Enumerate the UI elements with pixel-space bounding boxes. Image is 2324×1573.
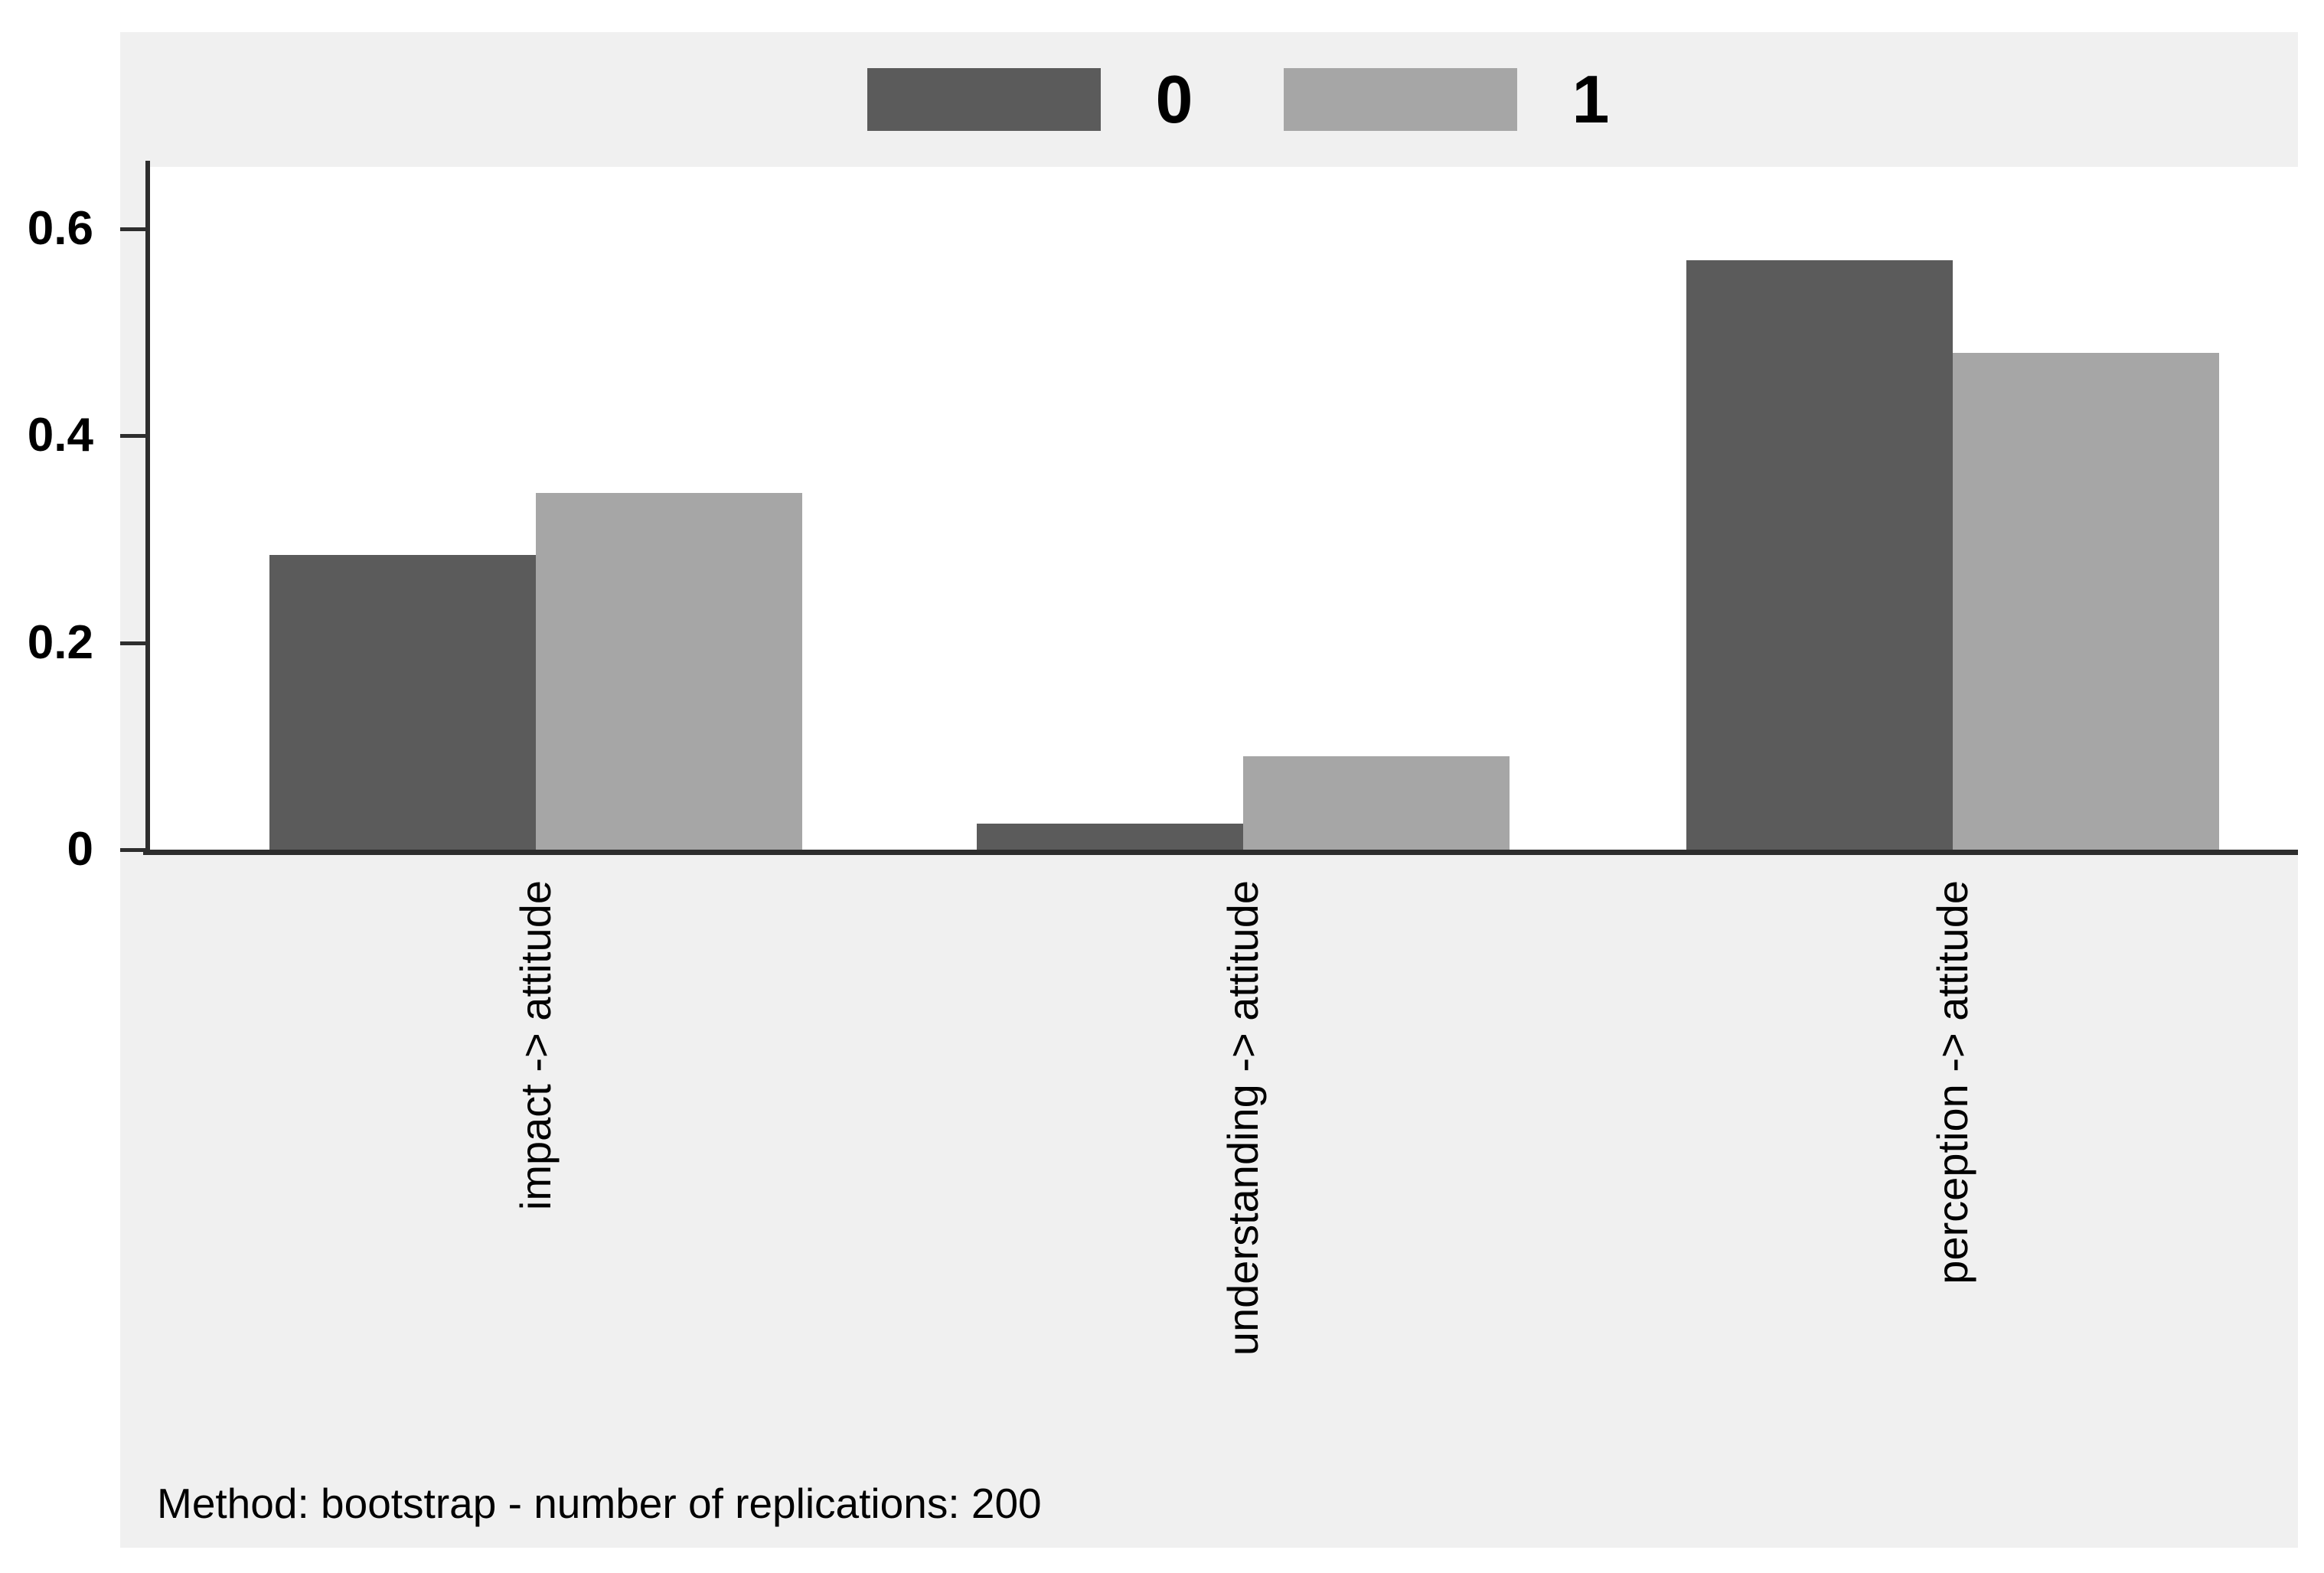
bar-series-0-2 xyxy=(977,824,1244,850)
y-tick-mark xyxy=(120,641,148,645)
legend-swatch xyxy=(867,68,1101,131)
bar-series-1-3 xyxy=(1952,353,2219,850)
x-category-label: impact -> attitude xyxy=(511,880,560,1211)
bar-series-1-2 xyxy=(1243,756,1510,850)
y-tick-label: 0.6 xyxy=(27,202,93,256)
bar-series-1-1 xyxy=(536,492,803,850)
y-tick-mark xyxy=(120,434,148,439)
y-tick-label: 0 xyxy=(67,823,93,876)
chart-note: Method: bootstrap - number of replicatio… xyxy=(157,1480,1042,1527)
y-tick-mark xyxy=(120,848,148,852)
legend-label: 0 xyxy=(1155,61,1193,137)
legend-label: 1 xyxy=(1572,61,1610,137)
bar-series-0-3 xyxy=(1686,259,1953,850)
y-axis-line xyxy=(145,161,150,855)
legend-entry: 1 xyxy=(1283,61,1610,137)
x-category-label: perception -> attitude xyxy=(1927,880,1976,1284)
legend-entry: 0 xyxy=(867,66,1193,133)
y-tick-mark xyxy=(120,227,148,232)
y-tick-label: 0.4 xyxy=(27,409,93,462)
legend-swatch xyxy=(1283,68,1517,131)
y-axis-labels: 0 0.2 0.4 0.6 xyxy=(0,0,93,1573)
y-tick-label: 0.2 xyxy=(27,615,93,669)
x-axis-line xyxy=(143,850,2298,855)
bar-series-0-1 xyxy=(269,554,537,850)
plot-area xyxy=(148,167,2298,850)
x-category-label: understanding -> attitude xyxy=(1219,880,1268,1356)
